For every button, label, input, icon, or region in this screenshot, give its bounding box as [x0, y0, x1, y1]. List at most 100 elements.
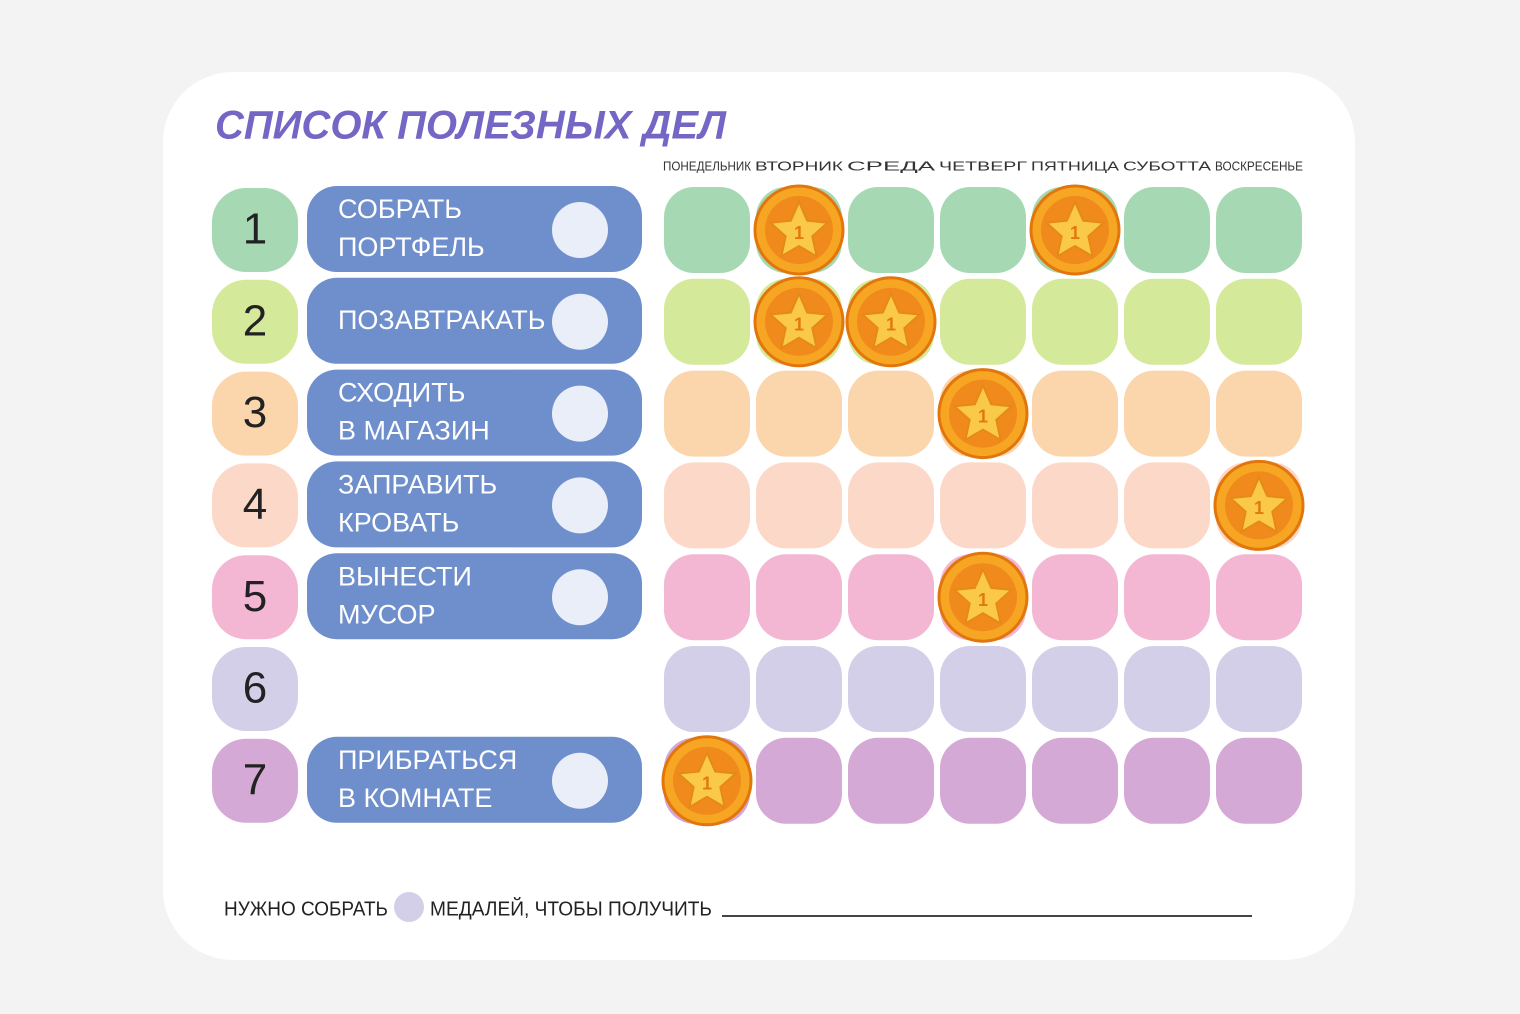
- title: СПИСОК ПОЛЕЗНЫХ ДЕЛ: [215, 104, 728, 148]
- task-text: МУСОР: [338, 599, 436, 629]
- cell: [1032, 278, 1118, 365]
- day-header: ПОНЕДЕЛЬНИК: [663, 158, 751, 173]
- cell: [940, 737, 1026, 824]
- task-text: ПРИБРАТЬСЯ: [338, 745, 517, 775]
- coin-label: 1: [1070, 223, 1080, 243]
- footer-blank: [394, 892, 424, 922]
- cell: [1216, 646, 1302, 732]
- task-pill: [307, 736, 642, 823]
- task-text: В КОМНАТЕ: [338, 783, 492, 813]
- day-header: ПЯТНИЦА: [1031, 158, 1119, 173]
- cell: [940, 646, 1026, 732]
- day-header: ВТОРНИК: [755, 158, 844, 173]
- cell: [940, 278, 1026, 365]
- coin-star: [952, 566, 1014, 626]
- number-badge: [212, 647, 298, 731]
- cell: [848, 737, 934, 824]
- cell: [664, 646, 750, 732]
- coin-star: [768, 199, 830, 259]
- cell: [756, 554, 842, 641]
- coin-star: [1228, 474, 1290, 534]
- task-icon: [552, 202, 608, 258]
- task-icon: [552, 569, 608, 626]
- cell: [848, 462, 934, 549]
- cell: [940, 462, 1026, 549]
- task-text: СХОДИТЬ: [338, 378, 465, 408]
- coin-star: [952, 383, 1014, 442]
- coin-label: 1: [978, 406, 988, 426]
- coin-label: 1: [886, 315, 896, 335]
- cell: [1124, 462, 1210, 549]
- cell: [1124, 737, 1210, 824]
- number-badge: [212, 738, 298, 823]
- row-number: 7: [243, 755, 267, 804]
- coin-star: [676, 750, 738, 810]
- coin-label: 1: [702, 774, 712, 794]
- cell: [664, 278, 750, 365]
- coin-star: [1044, 199, 1106, 259]
- task-pill: [307, 461, 642, 548]
- row-number: 3: [243, 388, 267, 437]
- cell: [756, 370, 842, 457]
- row-number: 5: [243, 572, 267, 621]
- cell: [1216, 278, 1302, 365]
- cell: [1124, 187, 1210, 273]
- coin-label: 1: [1254, 498, 1264, 518]
- cell: [1032, 370, 1118, 457]
- task-pill: [307, 553, 642, 640]
- cell: [756, 737, 842, 824]
- cell: [1032, 737, 1118, 824]
- footer-before: НУЖНО СОБРАТЬ: [224, 898, 388, 920]
- number-badge: [212, 188, 298, 272]
- task-text: ВЫНЕСТИ: [338, 561, 472, 591]
- task-text: СОБРАТЬ: [338, 194, 462, 224]
- task-pill: [307, 369, 642, 456]
- cell: [940, 187, 1026, 273]
- task-text: ПОРТФЕЛЬ: [338, 232, 485, 262]
- number-badge: [212, 463, 298, 548]
- cell: [664, 187, 750, 273]
- cell: [1124, 646, 1210, 732]
- row-number: 1: [243, 205, 267, 254]
- cell: [664, 554, 750, 641]
- task-icon: [552, 752, 608, 809]
- cell: [1032, 646, 1118, 732]
- cell: [664, 462, 750, 549]
- cell: [756, 646, 842, 732]
- cell: [848, 370, 934, 457]
- task-text: ПОЗАВТРАКАТЬ: [338, 305, 545, 335]
- task-icon: [552, 385, 608, 442]
- task-text: КРОВАТЬ: [338, 508, 459, 538]
- row-number: 6: [243, 664, 267, 713]
- cell: [1032, 554, 1118, 641]
- cell: [1216, 737, 1302, 824]
- cell: [1124, 554, 1210, 641]
- cell: [848, 554, 934, 641]
- task-text: В МАГАЗИН: [338, 416, 490, 446]
- coin-star: [860, 291, 922, 351]
- coin-star: [768, 291, 830, 351]
- cell: [848, 646, 934, 732]
- task-pill: [307, 186, 642, 272]
- cell: [1216, 554, 1302, 641]
- cell: [1216, 370, 1302, 457]
- cell: [664, 370, 750, 457]
- task-pill: [307, 277, 642, 364]
- task-icon: [552, 293, 608, 350]
- day-header: СУБОТТА: [1123, 158, 1211, 173]
- coin-label: 1: [794, 315, 804, 335]
- row-number: 2: [243, 296, 267, 345]
- coin-label: 1: [794, 223, 804, 243]
- row-number: 4: [243, 480, 267, 529]
- cell: [1124, 370, 1210, 457]
- cell: [1216, 187, 1302, 273]
- task-icon: [552, 477, 608, 534]
- day-header: ВОСКРЕСЕНЬЕ: [1215, 158, 1303, 173]
- cell: [1124, 278, 1210, 365]
- cell: [756, 462, 842, 549]
- day-header: ЧЕТВЕРГ: [939, 158, 1027, 173]
- number-badge: [212, 371, 298, 456]
- coin-label: 1: [978, 590, 988, 610]
- number-badge: [212, 555, 298, 640]
- number-badge: [212, 279, 298, 364]
